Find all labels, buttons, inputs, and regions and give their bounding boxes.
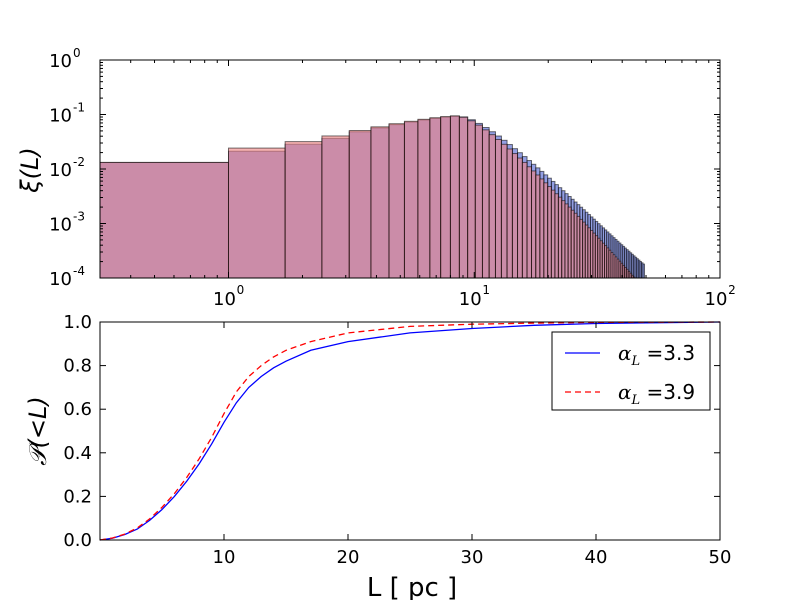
cdf-xlabel: L [ pc ] — [367, 573, 457, 600]
x-tick-label: 10 — [213, 547, 236, 568]
histogram-series-1 — [99, 115, 636, 279]
histogram-bar — [535, 174, 541, 279]
legend-label: αL =3.9 — [618, 380, 695, 408]
histogram-bar — [500, 143, 508, 279]
histogram-ylabel: ξ(L) — [16, 147, 44, 193]
cdf-line-1 — [99, 321, 721, 541]
x-tick-exponent: 2 — [728, 283, 736, 297]
x-tick-exponent: 1 — [482, 283, 490, 297]
histogram-bar — [539, 178, 545, 279]
histogram-ticks: 10 0 10 1 10 210 010 -110 -210 -310 -4 — [49, 46, 736, 310]
histogram-bar — [474, 124, 483, 279]
cdf-lines — [99, 321, 721, 541]
histogram-bar — [417, 118, 431, 279]
histogram-bar — [531, 170, 537, 279]
y-tick-label: 10 — [49, 269, 72, 290]
histogram-bar — [99, 161, 229, 279]
y-tick-label: 0.0 — [63, 530, 92, 551]
x-tick-label: 40 — [585, 547, 608, 568]
legend: αL =3.3 αL =3.9 — [551, 331, 711, 411]
histogram-bar — [467, 120, 476, 279]
histogram-bar — [388, 123, 405, 279]
histogram-bar — [488, 134, 496, 279]
y-tick-label: 0.6 — [63, 399, 92, 420]
histogram-bar — [370, 126, 390, 279]
y-tick-exponent: -2 — [73, 155, 85, 169]
histogram-bar — [543, 182, 549, 279]
histogram-bar — [481, 129, 490, 279]
cdf-line-0 — [99, 321, 721, 541]
legend-label: αL =3.3 — [618, 341, 695, 369]
histogram-bar — [458, 116, 469, 279]
y-tick-exponent: -4 — [73, 264, 85, 278]
y-tick-label: 1.0 — [63, 312, 92, 333]
x-tick-label: 10 — [459, 289, 482, 310]
y-tick-label: 0.4 — [63, 443, 92, 464]
histogram-bar — [348, 130, 372, 279]
histogram-bar — [429, 117, 442, 279]
x-tick-exponent: 0 — [237, 283, 245, 297]
y-tick-label: 10 — [49, 106, 72, 127]
y-tick-label: 10 — [49, 215, 72, 236]
histogram-bar — [554, 193, 559, 279]
histogram-bar — [526, 166, 533, 279]
x-tick-label: 10 — [213, 289, 236, 310]
histogram-bar — [506, 148, 513, 279]
histogram-bar — [547, 186, 552, 279]
x-tick-label: 30 — [461, 547, 484, 568]
histogram-bar — [642, 263, 646, 279]
histogram-bar — [521, 161, 528, 279]
histogram-bar — [511, 153, 519, 279]
histogram-bar — [550, 189, 556, 279]
x-tick-label: 50 — [709, 547, 732, 568]
y-tick-exponent: -3 — [73, 210, 85, 224]
y-tick-label: 10 — [49, 160, 72, 181]
histogram-bar — [557, 196, 563, 279]
y-tick-label: 0.2 — [63, 486, 92, 507]
cdf-frame — [99, 321, 721, 541]
histogram-bar — [440, 116, 451, 279]
histogram-bars — [99, 115, 646, 279]
y-tick-label: 10 — [49, 51, 72, 72]
histogram-bar — [517, 157, 523, 279]
histogram-bar — [227, 147, 286, 279]
histogram-bar — [494, 138, 502, 279]
histogram-bar — [321, 135, 350, 279]
x-tick-label: 20 — [337, 547, 360, 568]
legend-box — [551, 331, 711, 411]
y-tick-label: 0.8 — [63, 356, 92, 377]
y-tick-exponent: -1 — [73, 101, 85, 115]
cdf-ylabel: 𝒫(<L) — [24, 396, 52, 466]
cdf-ticks: 10 20 30 40 50 0.0 0.2 0.4 0.6 0.8 1.0 — [63, 312, 731, 568]
histogram-bar — [403, 120, 419, 279]
cdf-panel: 10 20 30 40 50 0.0 0.2 0.4 0.6 0.8 1.0 𝒫(<L) L [ p… — [24, 312, 731, 600]
histogram-bar — [449, 115, 460, 279]
x-tick-label: 10 — [705, 289, 728, 310]
y-tick-exponent: 0 — [73, 46, 81, 60]
histogram-bar — [284, 141, 323, 279]
histogram-panel: 10 0 10 1 10 210 010 -110 -210 -310 -4 ξ(L) — [16, 46, 736, 310]
